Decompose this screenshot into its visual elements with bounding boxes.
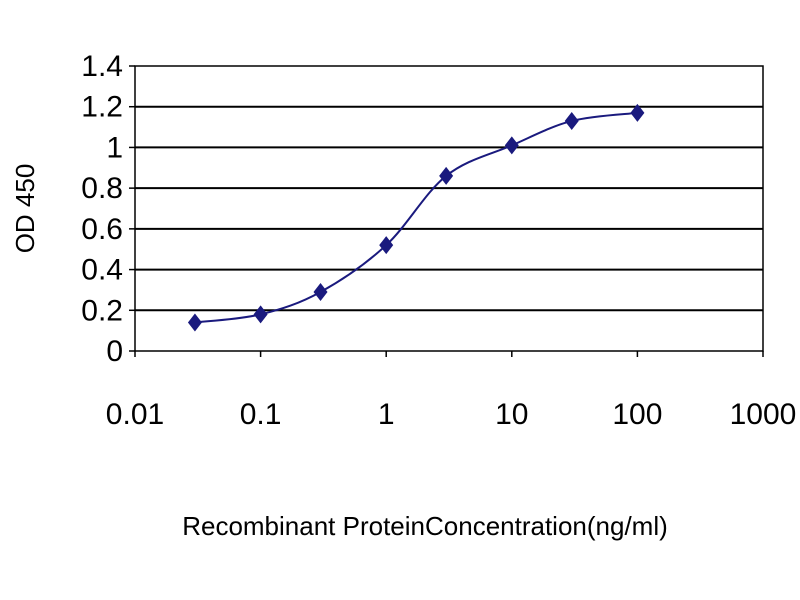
x-tick-label: 0.01 bbox=[106, 398, 164, 431]
data-point-marker bbox=[379, 236, 394, 255]
x-axis-title: Recombinant ProteinConcentration(ng/ml) bbox=[182, 511, 668, 541]
y-tick-label: 0.4 bbox=[81, 254, 123, 287]
y-axis-title: OD 450 bbox=[10, 164, 40, 254]
x-tick-label: 1 bbox=[378, 398, 395, 431]
x-tick-label: 1000 bbox=[730, 398, 797, 431]
data-series bbox=[187, 103, 645, 332]
y-tick-label: 1.4 bbox=[81, 50, 123, 83]
x-tick-label: 10 bbox=[495, 398, 528, 431]
data-point-marker bbox=[504, 136, 519, 155]
grid-lines bbox=[135, 105, 763, 312]
data-point-marker bbox=[564, 111, 579, 130]
y-tick-label: 0.2 bbox=[81, 294, 123, 327]
y-axis-ticks: 0 0.2 0.4 0.6 0.8 1 1.2 1.4 bbox=[81, 50, 135, 368]
data-point-marker bbox=[313, 282, 328, 301]
plot-area-frame bbox=[134, 65, 764, 352]
data-point-marker bbox=[187, 313, 202, 332]
data-point-marker bbox=[439, 166, 454, 185]
y-tick-label: 0.8 bbox=[81, 172, 123, 205]
x-tick-label: 100 bbox=[612, 398, 662, 431]
x-axis-ticks: 0.01 0.1 1 10 100 1000 bbox=[106, 351, 797, 431]
y-tick-label: 0.6 bbox=[81, 213, 123, 246]
y-tick-label: 1.2 bbox=[81, 91, 123, 124]
data-point-marker bbox=[630, 103, 645, 122]
y-tick-label: 1 bbox=[106, 131, 123, 164]
x-tick-label: 0.1 bbox=[240, 398, 282, 431]
y-tick-label: 0 bbox=[106, 335, 123, 368]
data-point-marker bbox=[253, 305, 268, 324]
series-line bbox=[194, 111, 638, 324]
